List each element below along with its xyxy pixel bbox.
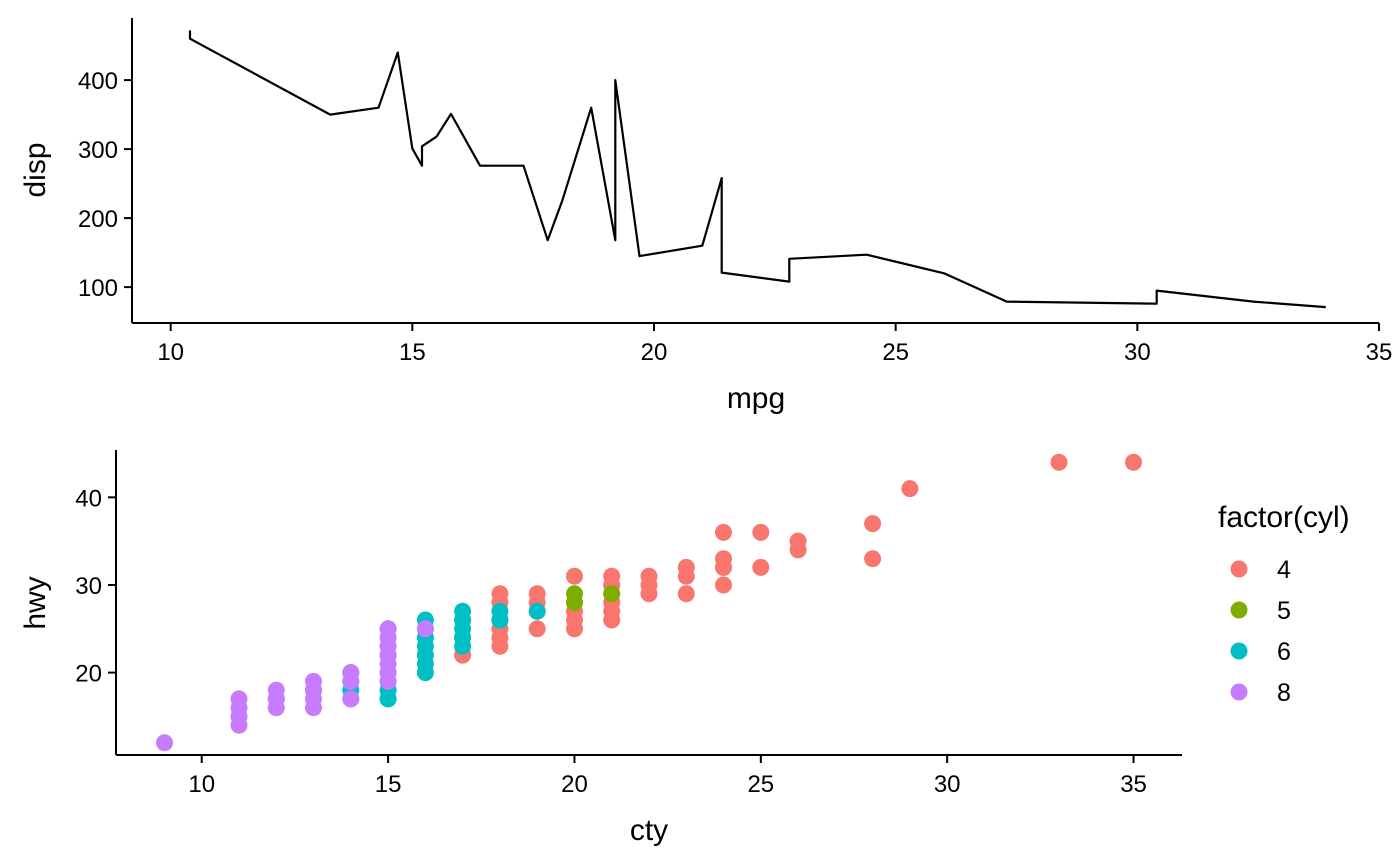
x-tick-label: 25 [882,339,909,366]
x-ticks: 10 15 20 25 30 35 [188,755,1147,798]
x-tick-label: 30 [1124,339,1151,366]
point-cyl-5 [603,585,621,603]
point-cyl-4 [1050,453,1068,471]
y-tick-label: 300 [78,137,118,164]
point-cyl-4 [752,558,770,576]
point-cyl-8 [416,620,434,638]
legend-entries: 4 5 6 8 [1230,556,1291,707]
legend-label-5: 5 [1277,597,1291,625]
point-cyl-4 [789,541,807,559]
x-tick-label: 30 [934,771,961,798]
legend-label-6: 6 [1277,638,1291,666]
x-tick-label: 10 [157,339,184,366]
legend-label-8: 8 [1277,679,1291,707]
legend-label-4: 4 [1277,556,1291,584]
x-axis-title: mpg [727,382,785,415]
y-ticks: 100 200 300 400 [78,68,132,302]
point-cyl-6 [416,655,434,673]
point-cyl-4 [566,620,583,638]
point-cyl-4 [715,523,732,541]
point-cyl-6 [416,637,434,655]
y-tick-label: 40 [75,485,102,512]
legend-key-6 [1230,642,1248,660]
legend-key-8 [1230,683,1248,701]
scatter-chart-panel: 10 15 20 25 30 35 20 30 40 cty hwy factor(cyl) … [19,450,1350,847]
point-cyl-8 [379,672,397,690]
x-tick-label: 35 [1366,339,1393,366]
x-ticks: 10 15 20 25 30 35 [157,323,1392,366]
point-cyl-8 [156,734,173,752]
y-tick-label: 200 [78,206,118,233]
point-cyl-4 [491,637,509,655]
point-cyl-4 [715,558,732,576]
point-cyl-4 [640,576,658,594]
point-cyl-6 [491,611,509,629]
x-tick-label: 20 [641,339,668,366]
x-tick-label: 35 [1120,771,1147,798]
legend-key-5 [1230,601,1248,619]
point-cyl-6 [379,690,397,708]
point-cyl-4 [566,567,583,585]
point-cyl-4 [864,550,882,568]
point-cyl-4 [864,515,882,533]
y-tick-label: 20 [75,661,102,688]
x-axis-title: cty [630,814,668,847]
x-tick-label: 20 [561,771,588,798]
line-chart-panel: 10 15 20 25 30 35 100 200 300 400 mpg disp [19,18,1392,415]
point-cyl-4 [677,558,695,576]
x-tick-label: 25 [747,771,774,798]
point-cyl-4 [1125,453,1142,471]
point-cyl-6 [454,629,472,647]
x-tick-label: 15 [375,771,402,798]
scatter-chart-marks [156,453,1142,752]
point-cyl-6 [528,602,546,620]
y-axis-title: disp [19,142,52,197]
legend-key-4 [1230,560,1248,578]
legend: factor(cyl) 4 5 6 8 [1218,501,1350,707]
disp-line [188,30,1326,309]
y-tick-label: 400 [78,68,118,95]
line-chart-marks [188,30,1326,309]
point-cyl-4 [901,480,919,498]
point-cyl-8 [305,699,322,717]
x-tick-label: 10 [188,771,215,798]
point-cyl-8 [342,672,360,690]
y-axis-title: hwy [19,576,52,629]
legend-title: factor(cyl) [1218,501,1350,534]
point-cyl-4 [528,620,546,638]
point-cyl-8 [342,690,360,708]
point-cyl-4 [752,523,770,541]
point-cyl-8 [267,690,285,708]
point-cyl-5 [566,594,583,611]
point-cyl-8 [379,646,397,664]
y-tick-label: 100 [78,275,118,302]
y-ticks: 20 30 40 [75,485,116,688]
point-cyl-8 [305,681,322,699]
point-cyl-8 [230,707,248,725]
x-tick-label: 15 [399,339,426,366]
point-cyl-6 [454,602,472,620]
point-cyl-4 [677,585,695,603]
y-tick-label: 30 [75,573,102,600]
point-cyl-4 [715,576,732,594]
